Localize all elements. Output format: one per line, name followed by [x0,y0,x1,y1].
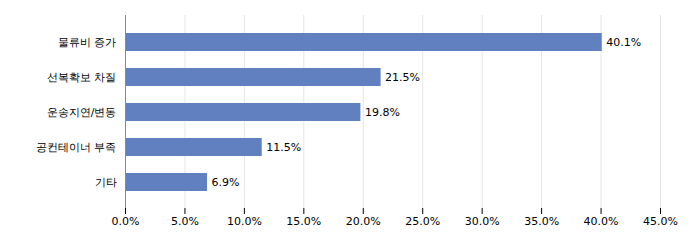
svg-text:운송지연/변동: 운송지연/변동 [47,106,117,119]
svg-text:35.0%: 35.0% [524,215,559,228]
svg-text:30.0%: 30.0% [465,215,500,228]
svg-text:선복확보 차질: 선복확보 차질 [47,71,117,84]
svg-text:25.0%: 25.0% [405,215,440,228]
svg-text:40.1%: 40.1% [606,36,641,49]
svg-text:기타: 기타 [95,176,117,189]
svg-text:물류비 증가: 물류비 증가 [58,36,117,49]
svg-text:19.8%: 19.8% [365,106,400,119]
svg-text:공컨테이너 부족: 공컨테이너 부족 [36,141,117,154]
svg-text:5.0%: 5.0% [171,215,199,228]
svg-text:21.5%: 21.5% [385,71,420,84]
svg-text:11.5%: 11.5% [266,141,301,154]
svg-text:20.0%: 20.0% [346,215,381,228]
svg-text:40.0%: 40.0% [584,215,619,228]
svg-text:0.0%: 0.0% [112,215,140,228]
svg-text:15.0%: 15.0% [286,215,321,228]
svg-text:6.9%: 6.9% [212,176,240,189]
svg-text:45.0%: 45.0% [643,215,678,228]
svg-text:10.0%: 10.0% [227,215,262,228]
